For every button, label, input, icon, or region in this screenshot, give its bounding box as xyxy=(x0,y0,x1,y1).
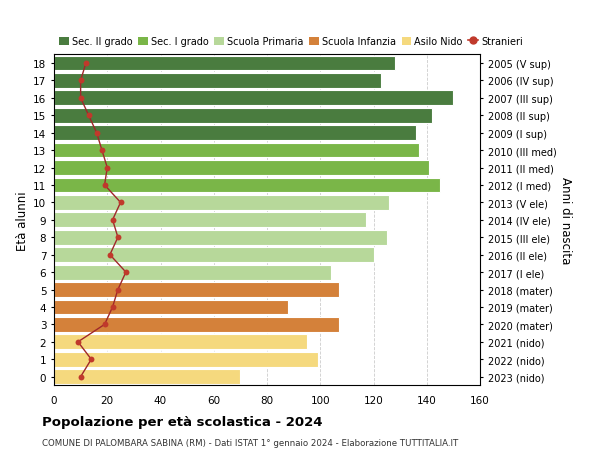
Point xyxy=(103,164,112,172)
Point xyxy=(97,147,107,154)
Point xyxy=(84,112,94,120)
Point xyxy=(108,303,118,311)
Point xyxy=(113,234,123,241)
Bar xyxy=(54,126,416,141)
Point xyxy=(105,252,115,259)
Point xyxy=(113,286,123,294)
Y-axis label: Età alunni: Età alunni xyxy=(16,190,29,250)
Bar xyxy=(54,74,382,89)
Text: COMUNE DI PALOMBARA SABINA (RM) - Dati ISTAT 1° gennaio 2024 - Elaborazione TUTT: COMUNE DI PALOMBARA SABINA (RM) - Dati I… xyxy=(42,438,458,448)
Bar xyxy=(54,317,339,332)
Bar xyxy=(54,178,440,193)
Bar xyxy=(54,282,339,297)
Point xyxy=(92,130,101,137)
Text: Popolazione per età scolastica - 2024: Popolazione per età scolastica - 2024 xyxy=(42,415,323,428)
Point xyxy=(81,60,91,67)
Bar xyxy=(54,369,241,384)
Point xyxy=(116,199,125,207)
Bar xyxy=(54,352,317,367)
Point xyxy=(76,78,85,85)
Bar xyxy=(54,143,419,158)
Bar xyxy=(54,300,289,315)
Legend: Sec. II grado, Sec. I grado, Scuola Primaria, Scuola Infanzia, Asilo Nido, Stran: Sec. II grado, Sec. I grado, Scuola Prim… xyxy=(59,37,523,47)
Bar xyxy=(54,335,307,349)
Bar xyxy=(54,109,432,123)
Bar xyxy=(54,213,365,228)
Bar xyxy=(54,230,387,245)
Point xyxy=(100,182,109,189)
Bar xyxy=(54,91,454,106)
Point xyxy=(100,321,109,328)
Point xyxy=(76,95,85,102)
Bar xyxy=(54,196,389,210)
Point xyxy=(86,356,96,363)
Bar xyxy=(54,248,373,263)
Point xyxy=(73,338,83,346)
Y-axis label: Anni di nascita: Anni di nascita xyxy=(559,177,572,264)
Point xyxy=(108,217,118,224)
Point xyxy=(121,269,131,276)
Bar xyxy=(54,161,430,175)
Bar xyxy=(54,265,331,280)
Point xyxy=(76,373,85,381)
Bar xyxy=(54,56,395,71)
